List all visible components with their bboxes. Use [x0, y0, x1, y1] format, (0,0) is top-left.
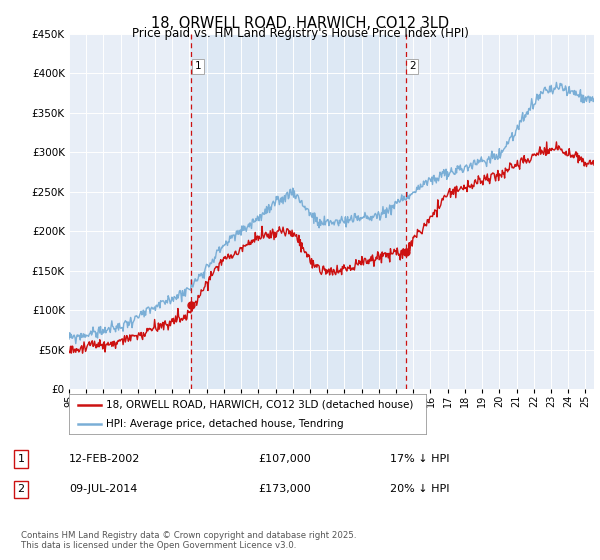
- Bar: [191, 34, 406, 389]
- Text: 2: 2: [17, 484, 25, 494]
- Text: 18, ORWELL ROAD, HARWICH, CO12 3LD (detached house): 18, ORWELL ROAD, HARWICH, CO12 3LD (deta…: [106, 400, 414, 409]
- Text: 09-JUL-2014: 09-JUL-2014: [69, 484, 137, 494]
- Text: 18, ORWELL ROAD, HARWICH, CO12 3LD: 18, ORWELL ROAD, HARWICH, CO12 3LD: [151, 16, 449, 31]
- Text: 17% ↓ HPI: 17% ↓ HPI: [390, 454, 449, 464]
- Text: 2: 2: [409, 61, 416, 71]
- Text: 12-FEB-2002: 12-FEB-2002: [69, 454, 140, 464]
- Text: £173,000: £173,000: [258, 484, 311, 494]
- Text: 1: 1: [194, 61, 201, 71]
- Text: Price paid vs. HM Land Registry's House Price Index (HPI): Price paid vs. HM Land Registry's House …: [131, 27, 469, 40]
- Text: HPI: Average price, detached house, Tendring: HPI: Average price, detached house, Tend…: [106, 419, 344, 429]
- Text: 20% ↓ HPI: 20% ↓ HPI: [390, 484, 449, 494]
- Text: Contains HM Land Registry data © Crown copyright and database right 2025.
This d: Contains HM Land Registry data © Crown c…: [21, 531, 356, 550]
- Text: 1: 1: [17, 454, 25, 464]
- Text: £107,000: £107,000: [258, 454, 311, 464]
